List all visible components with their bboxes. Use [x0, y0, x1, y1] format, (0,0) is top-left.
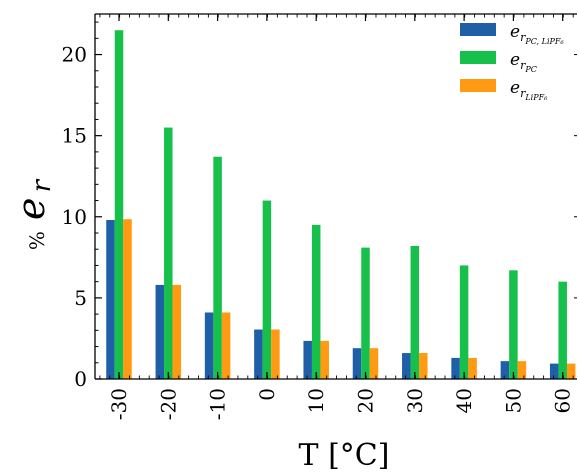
x-tick-label-60: 60	[551, 388, 575, 413]
bar-2-0	[262, 200, 272, 379]
legend-label-3: erLiPF₆	[510, 78, 548, 102]
y-axis-label-symbol: e	[9, 197, 53, 220]
bar-1--10	[204, 312, 214, 379]
x-tick-label-40: 40	[452, 388, 476, 413]
x-axis-label: T [°C]	[299, 438, 390, 473]
x-tick-label-20: 20	[354, 388, 378, 413]
bar-3-10	[320, 340, 329, 379]
bar-2--30	[114, 30, 124, 379]
x-tick-label-0: 0	[255, 388, 279, 401]
legend-label-1: erPC, LiPF₆	[510, 22, 564, 46]
bar-3-0	[271, 329, 280, 379]
y-axis-label: % e r	[9, 178, 57, 250]
y-axis-label-subscript: r	[27, 178, 57, 192]
bar-1-60	[549, 363, 559, 379]
bar-1-20	[352, 348, 362, 379]
x-tick-label-50: 50	[501, 388, 525, 413]
bar-2-30	[410, 245, 420, 379]
bar-3--20	[172, 284, 182, 379]
legend-label-base: e	[510, 78, 520, 98]
legend-swatch-3	[460, 79, 496, 92]
bar-3-50	[517, 361, 527, 379]
bar-2-20	[361, 247, 370, 379]
x-tick-label-30: 30	[403, 388, 427, 413]
legend-label-subsub: PC	[524, 65, 537, 74]
bar-2-40	[459, 265, 469, 379]
bars-group	[106, 30, 576, 379]
legend-swatch-2	[460, 51, 496, 64]
legend-label-sub: r	[520, 59, 526, 72]
legend-label-2: erPC	[510, 50, 537, 74]
bar-3-30	[419, 353, 428, 379]
bar-1-30	[402, 353, 411, 379]
bar-1--30	[106, 220, 115, 379]
svg-text:% e r: % e r	[9, 178, 57, 250]
legend-label-subsub: PC, LiPF₆	[524, 37, 564, 46]
x-tick-label--30: -30	[107, 388, 131, 420]
bar-1-0	[254, 329, 263, 379]
legend-label-sub: r	[520, 31, 526, 44]
x-tick-label--20: -20	[156, 388, 180, 420]
y-axis-label-prefix: %	[25, 231, 49, 250]
bar-3-60	[566, 363, 576, 379]
y-tick-label-15: 15	[62, 124, 87, 148]
y-tick-label-20: 20	[62, 43, 87, 67]
bar-3-40	[468, 357, 477, 379]
y-tick-label-5: 5	[74, 286, 87, 310]
y-tick-label-0: 0	[74, 367, 87, 391]
bar-3--10	[221, 312, 231, 379]
x-ticks-group: -30 -20 -10 0 10 20 30 40 50 60	[99, 14, 575, 420]
x-tick-label--10: -10	[206, 388, 230, 420]
axes-group	[94, 13, 577, 380]
bar-1--20	[155, 284, 165, 379]
bar-1-50	[500, 361, 510, 379]
bar-1-40	[451, 357, 460, 379]
bar-1-10	[303, 340, 312, 379]
bar-2-50	[509, 270, 518, 379]
bar-2-10	[311, 224, 321, 379]
bar-3--30	[123, 219, 132, 379]
bar-2--20	[164, 127, 173, 379]
bar-2--10	[213, 156, 222, 379]
bar-3-20	[369, 348, 379, 379]
y-ticks-group: 0 5 10 15 20	[62, 21, 577, 391]
y-tick-label-10: 10	[62, 205, 87, 229]
legend-swatch-1	[460, 23, 496, 36]
legend-label-base: e	[510, 50, 520, 70]
bar-2-60	[558, 281, 567, 379]
legend-label-base: e	[510, 22, 520, 42]
legend-label-sub: r	[520, 87, 526, 100]
x-tick-label-10: 10	[304, 388, 328, 413]
legend-label-subsub: LiPF₆	[524, 93, 548, 102]
